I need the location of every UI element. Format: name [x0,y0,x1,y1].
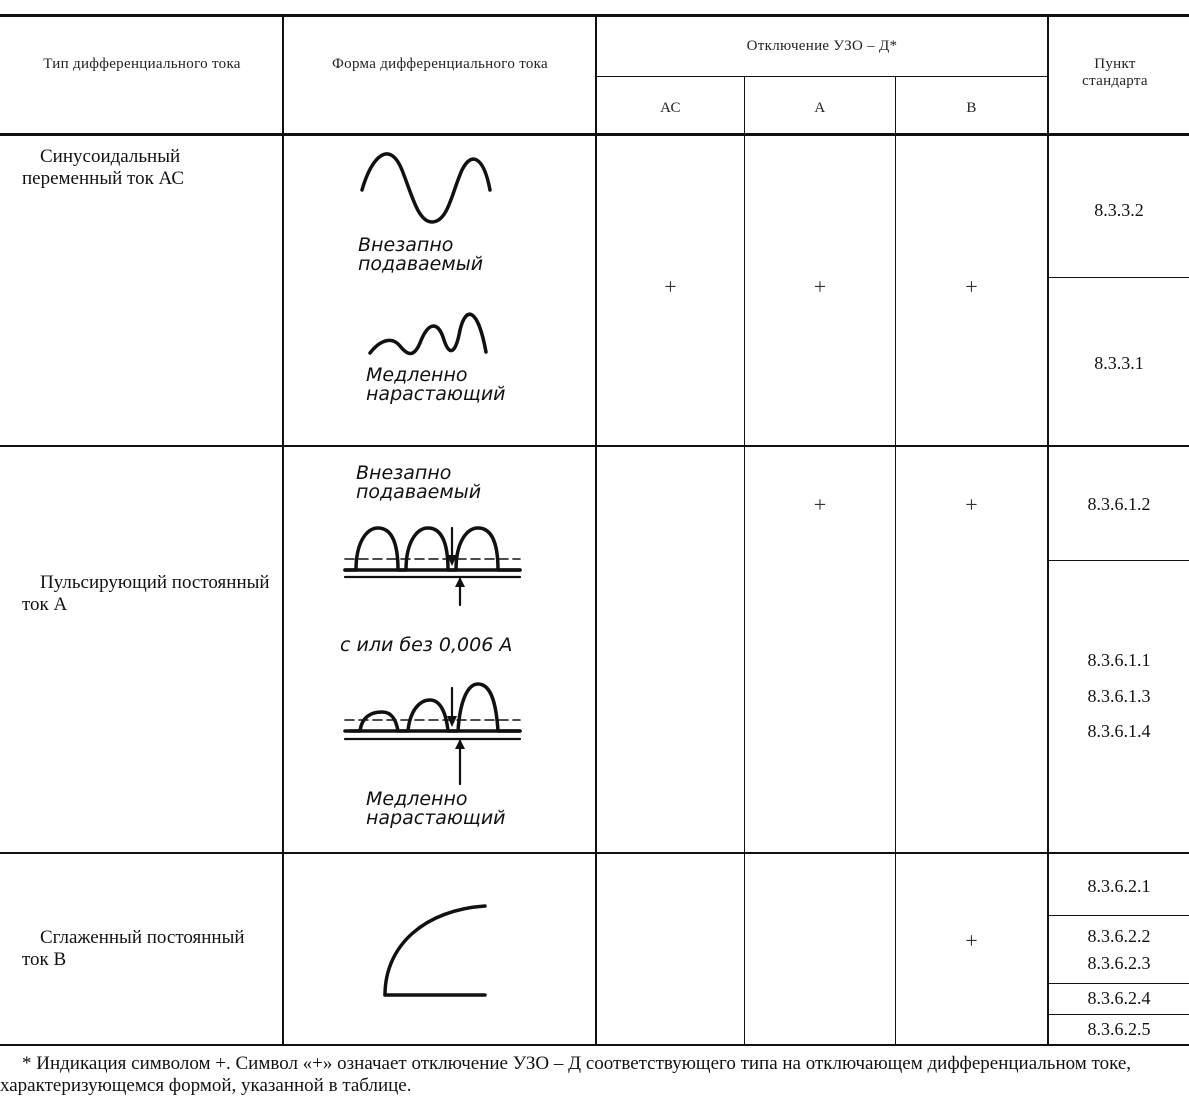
row1-clause-1: 8.3.3.2 [1094,200,1144,220]
col-line-1 [282,14,284,1045]
clause-rule-4 [1047,983,1189,984]
row3-trip-b: + [965,928,978,953]
clause-rule-3 [1047,915,1189,916]
row3-clause-3: 8.3.6.2.3 [1087,953,1151,973]
row3-clause-1: 8.3.6.2.1 [1087,876,1151,896]
clause-rule-1 [1047,277,1189,278]
row2-clause-4: 8.3.6.1.4 [1087,721,1151,741]
row2-type: Пульсирующий постоянный ток А [22,572,270,615]
row3-type: Сглаженный постоянный ток В [22,927,245,970]
footnote-top-rule [0,1044,1189,1046]
row3-clause-5: 8.3.6.2.5 [1087,1019,1151,1039]
row1-bottom-rule [0,445,1189,447]
row3-clause-2: 8.3.6.2.2 [1087,926,1151,946]
row2-bottom-rule [0,852,1189,854]
row1-trip-a: + [813,274,827,299]
row2-note-rising: Медленно нарастающий [366,788,506,829]
header-type-column: Тип дифференциального тока [43,56,241,72]
footnote: * Индикация символом +. Символ «+» означ… [0,1053,1132,1096]
row3-clause-4: 8.3.6.2.4 [1087,988,1151,1008]
row2-trip-a: + [813,492,827,517]
col-line-3 [744,77,745,1045]
table-border-top [0,14,1189,17]
header-bottom-rule [0,133,1189,136]
header-trip-group: Отключение УЗО – Д* [746,38,898,54]
trip-subheader-rule [595,76,1047,77]
header-trip-ac: АС [660,100,681,116]
header-trip-b: В [966,100,977,116]
row1-type: Синусоидальный переменный ток АС [22,146,184,189]
row1-note-sudden: Внезапно подаваемый [358,234,484,275]
header-trip-a: А [814,100,826,116]
row2-note-sudden: Внезапно подаваемый [356,462,482,503]
row1-clause-2: 8.3.3.1 [1094,353,1144,373]
col-line-5 [1047,14,1049,1045]
row2-note-offset: с или без 0,006 А [340,634,513,656]
row1-note-rising: Медленно нарастающий [366,364,506,405]
row2-clause-2: 8.3.6.1.1 [1087,650,1151,670]
row2-trip-b: + [965,492,978,517]
col-line-2 [595,14,597,1045]
row1-trip-ac: + [664,274,677,299]
row2-clause-3: 8.3.6.1.3 [1087,686,1151,706]
header-clause-column: Пункт стандарта [1082,56,1148,90]
col-line-4 [895,77,896,1045]
row2-clause-1: 8.3.6.1.2 [1087,494,1151,514]
clause-rule-5 [1047,1014,1189,1015]
clause-rule-2 [1047,560,1189,561]
header-form-column: Форма дифференциального тока [332,56,548,72]
row1-trip-b: + [965,274,978,299]
